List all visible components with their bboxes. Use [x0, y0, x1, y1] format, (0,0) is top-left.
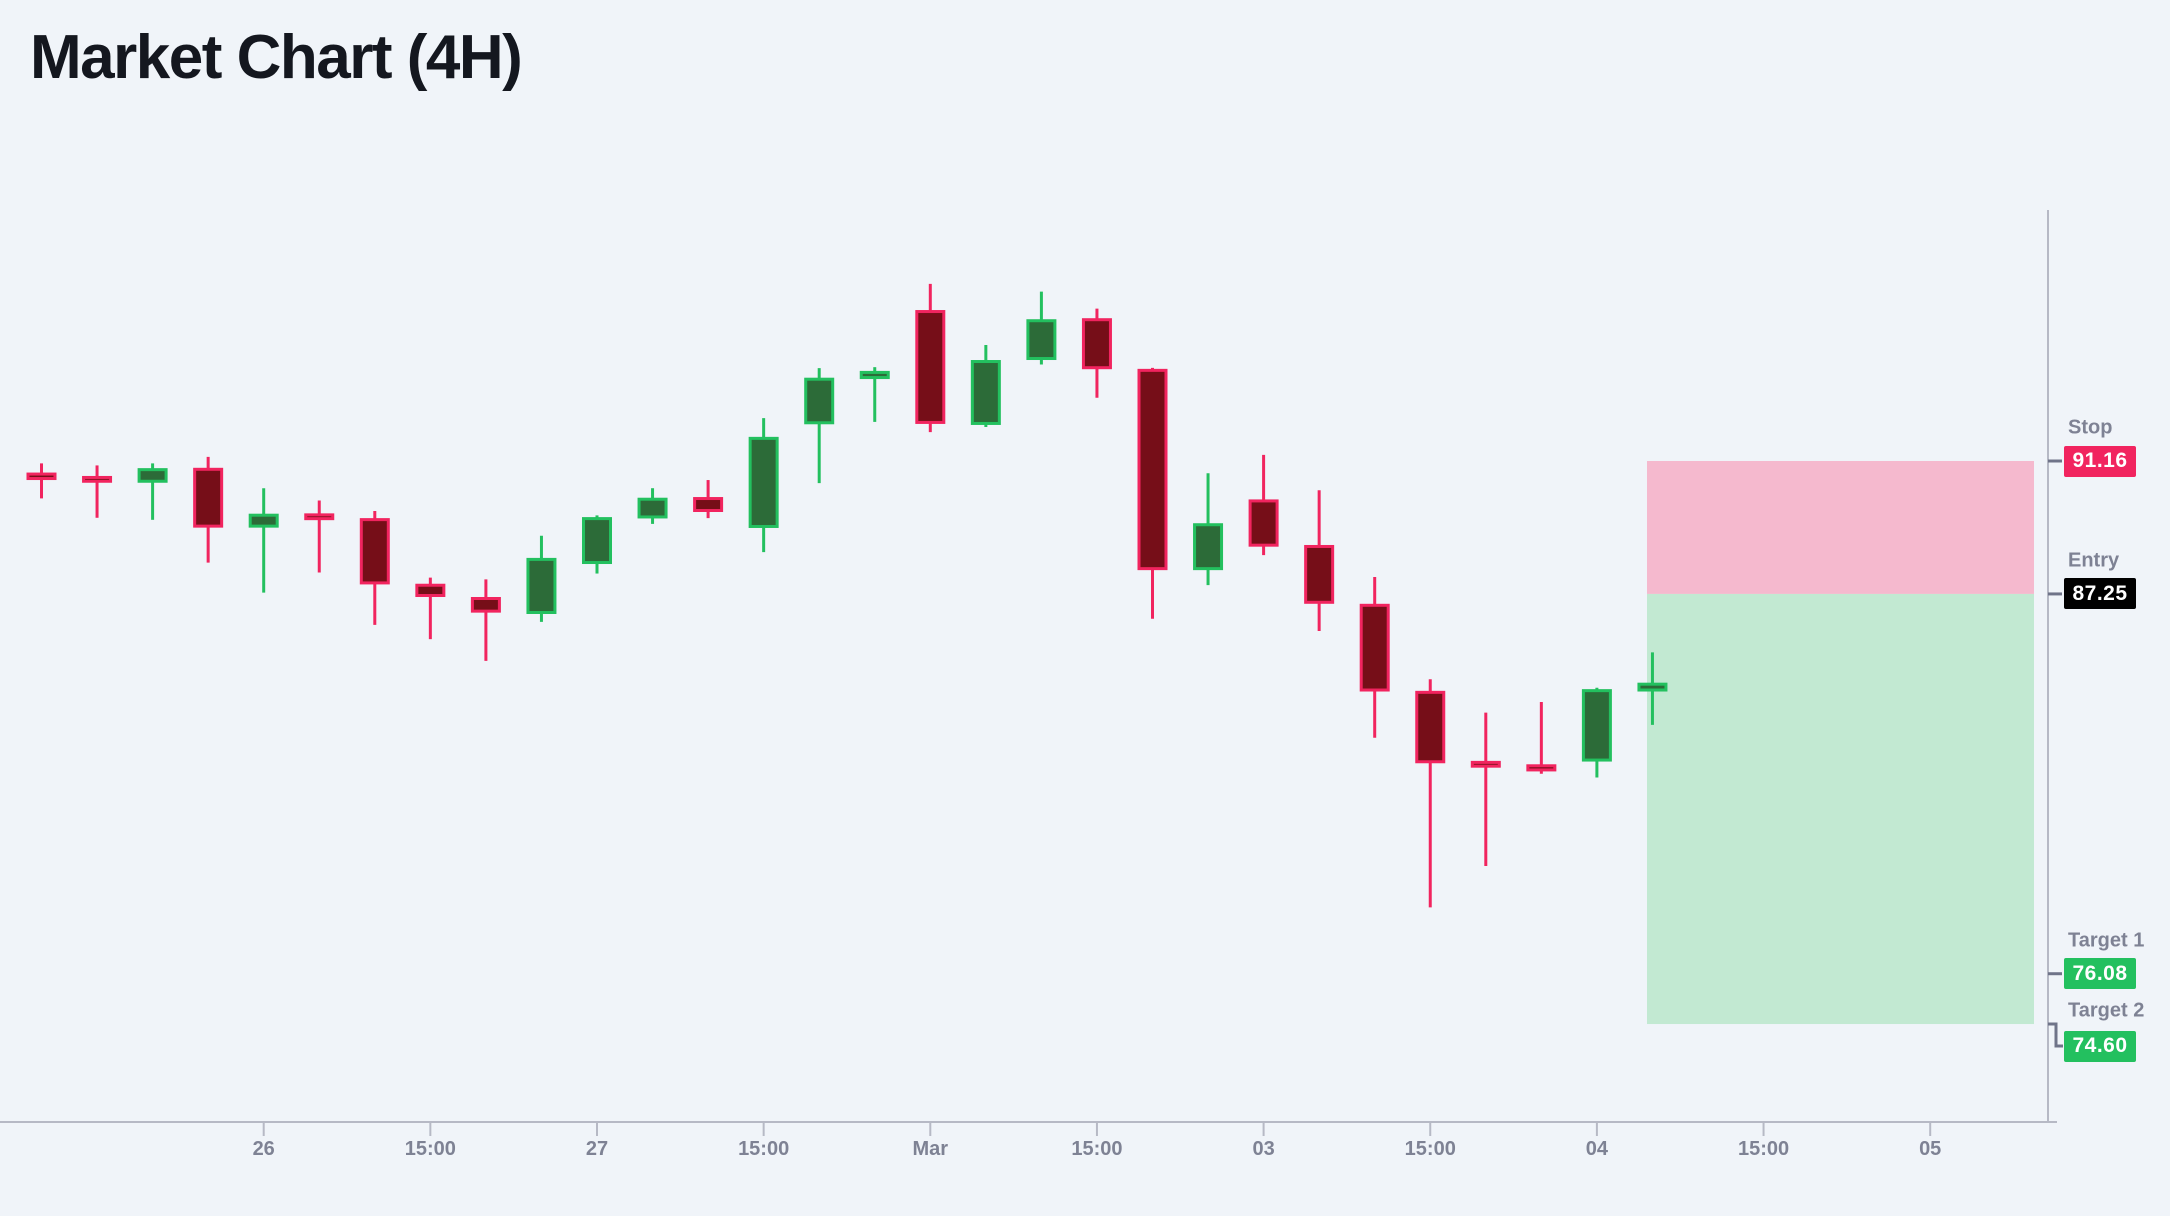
candle-body	[970, 360, 1001, 425]
candle-11[interactable]	[637, 488, 668, 524]
candle-21[interactable]	[1193, 473, 1224, 586]
profit-zone	[1647, 593, 2034, 1025]
target2-label: Target 2	[2068, 999, 2145, 1022]
time-axis-label: 15:00	[1071, 1138, 1123, 1160]
candle-body	[1359, 603, 1390, 692]
time-axis-label: 04	[1585, 1138, 1609, 1160]
candle-9[interactable]	[526, 535, 557, 622]
candle-10[interactable]	[582, 515, 612, 574]
entry-price-badge[interactable]: 87.25	[2064, 578, 2136, 610]
candle-6[interactable]	[359, 510, 390, 625]
candle-body	[1415, 690, 1446, 764]
stop-zone	[1647, 461, 2034, 594]
candle-body	[582, 517, 612, 565]
target1-price-badge[interactable]: 76.08	[2064, 958, 2136, 990]
stop-price-badge[interactable]: 91.16	[2064, 445, 2136, 477]
candle-26[interactable]	[1470, 712, 1501, 866]
candle-2[interactable]	[137, 463, 168, 520]
entry-label: Entry	[2068, 549, 2120, 572]
target2-connector	[2048, 1022, 2063, 1048]
candle-body	[248, 513, 279, 528]
candle-1[interactable]	[82, 465, 113, 518]
candle-body	[859, 370, 890, 380]
candle-19[interactable]	[1081, 308, 1112, 398]
candle-27[interactable]	[1526, 702, 1557, 774]
candle-3[interactable]	[193, 456, 224, 563]
candle-body	[1193, 523, 1224, 571]
candle-body	[526, 557, 557, 615]
time-axis-label: 15:00	[404, 1138, 456, 1160]
candle-body	[1526, 764, 1557, 772]
candle-body	[1137, 368, 1168, 571]
candle-24[interactable]	[1359, 576, 1390, 738]
candle-16[interactable]	[915, 283, 946, 433]
candle-body	[1026, 319, 1057, 361]
candle-body	[470, 597, 501, 613]
candle-body	[915, 310, 946, 424]
candle-29[interactable]	[1637, 652, 1668, 725]
candle-body	[82, 475, 113, 483]
candle-15[interactable]	[859, 367, 890, 422]
candle-body	[637, 497, 668, 519]
candle-body	[1081, 318, 1112, 370]
time-axis-label: 05	[1919, 1138, 1942, 1160]
candle-body	[1470, 760, 1501, 768]
candle-body	[359, 518, 390, 585]
candle-body	[26, 472, 57, 481]
time-axis-label: 03	[1252, 1138, 1275, 1160]
candle-13[interactable]	[748, 418, 779, 553]
time-axis-label: 26	[252, 1138, 275, 1160]
candle-body	[1304, 544, 1335, 604]
candle-7[interactable]	[415, 577, 446, 640]
candle-5[interactable]	[304, 500, 335, 573]
candle-18[interactable]	[1026, 291, 1057, 365]
target1-label: Target 1	[2068, 929, 2145, 952]
candle-20[interactable]	[1137, 367, 1168, 619]
candle-body	[1581, 689, 1612, 762]
candle-17[interactable]	[970, 345, 1001, 427]
candle-0[interactable]	[26, 463, 57, 499]
candle-body	[137, 468, 168, 483]
target2-price-badge[interactable]: 74.60	[2064, 1030, 2136, 1062]
time-axis-label: 27	[585, 1138, 609, 1160]
stop-label: Stop	[2068, 416, 2113, 439]
candle-body	[415, 583, 446, 597]
time-axis-label: 15:00	[738, 1138, 790, 1160]
candle-body	[193, 467, 224, 528]
candle-body	[748, 436, 779, 528]
candle-body	[1248, 499, 1279, 547]
candle-12[interactable]	[693, 480, 724, 519]
candle-23[interactable]	[1304, 490, 1335, 631]
candle-body	[693, 497, 724, 513]
candle-22[interactable]	[1248, 454, 1279, 556]
time-axis-label: 15:00	[1404, 1138, 1456, 1160]
candle-14[interactable]	[804, 368, 835, 484]
time-axis-label: Mar	[912, 1138, 949, 1160]
candle-25[interactable]	[1415, 679, 1446, 908]
candle-4[interactable]	[248, 488, 279, 593]
candle-8[interactable]	[470, 579, 501, 661]
candle-28[interactable]	[1581, 687, 1612, 778]
candle-body	[1637, 682, 1668, 692]
candle-body	[804, 377, 835, 425]
time-axis-label: 15:00	[1737, 1138, 1790, 1160]
candle-body	[304, 513, 335, 521]
chart-title: Market Chart (4H)	[30, 23, 523, 92]
